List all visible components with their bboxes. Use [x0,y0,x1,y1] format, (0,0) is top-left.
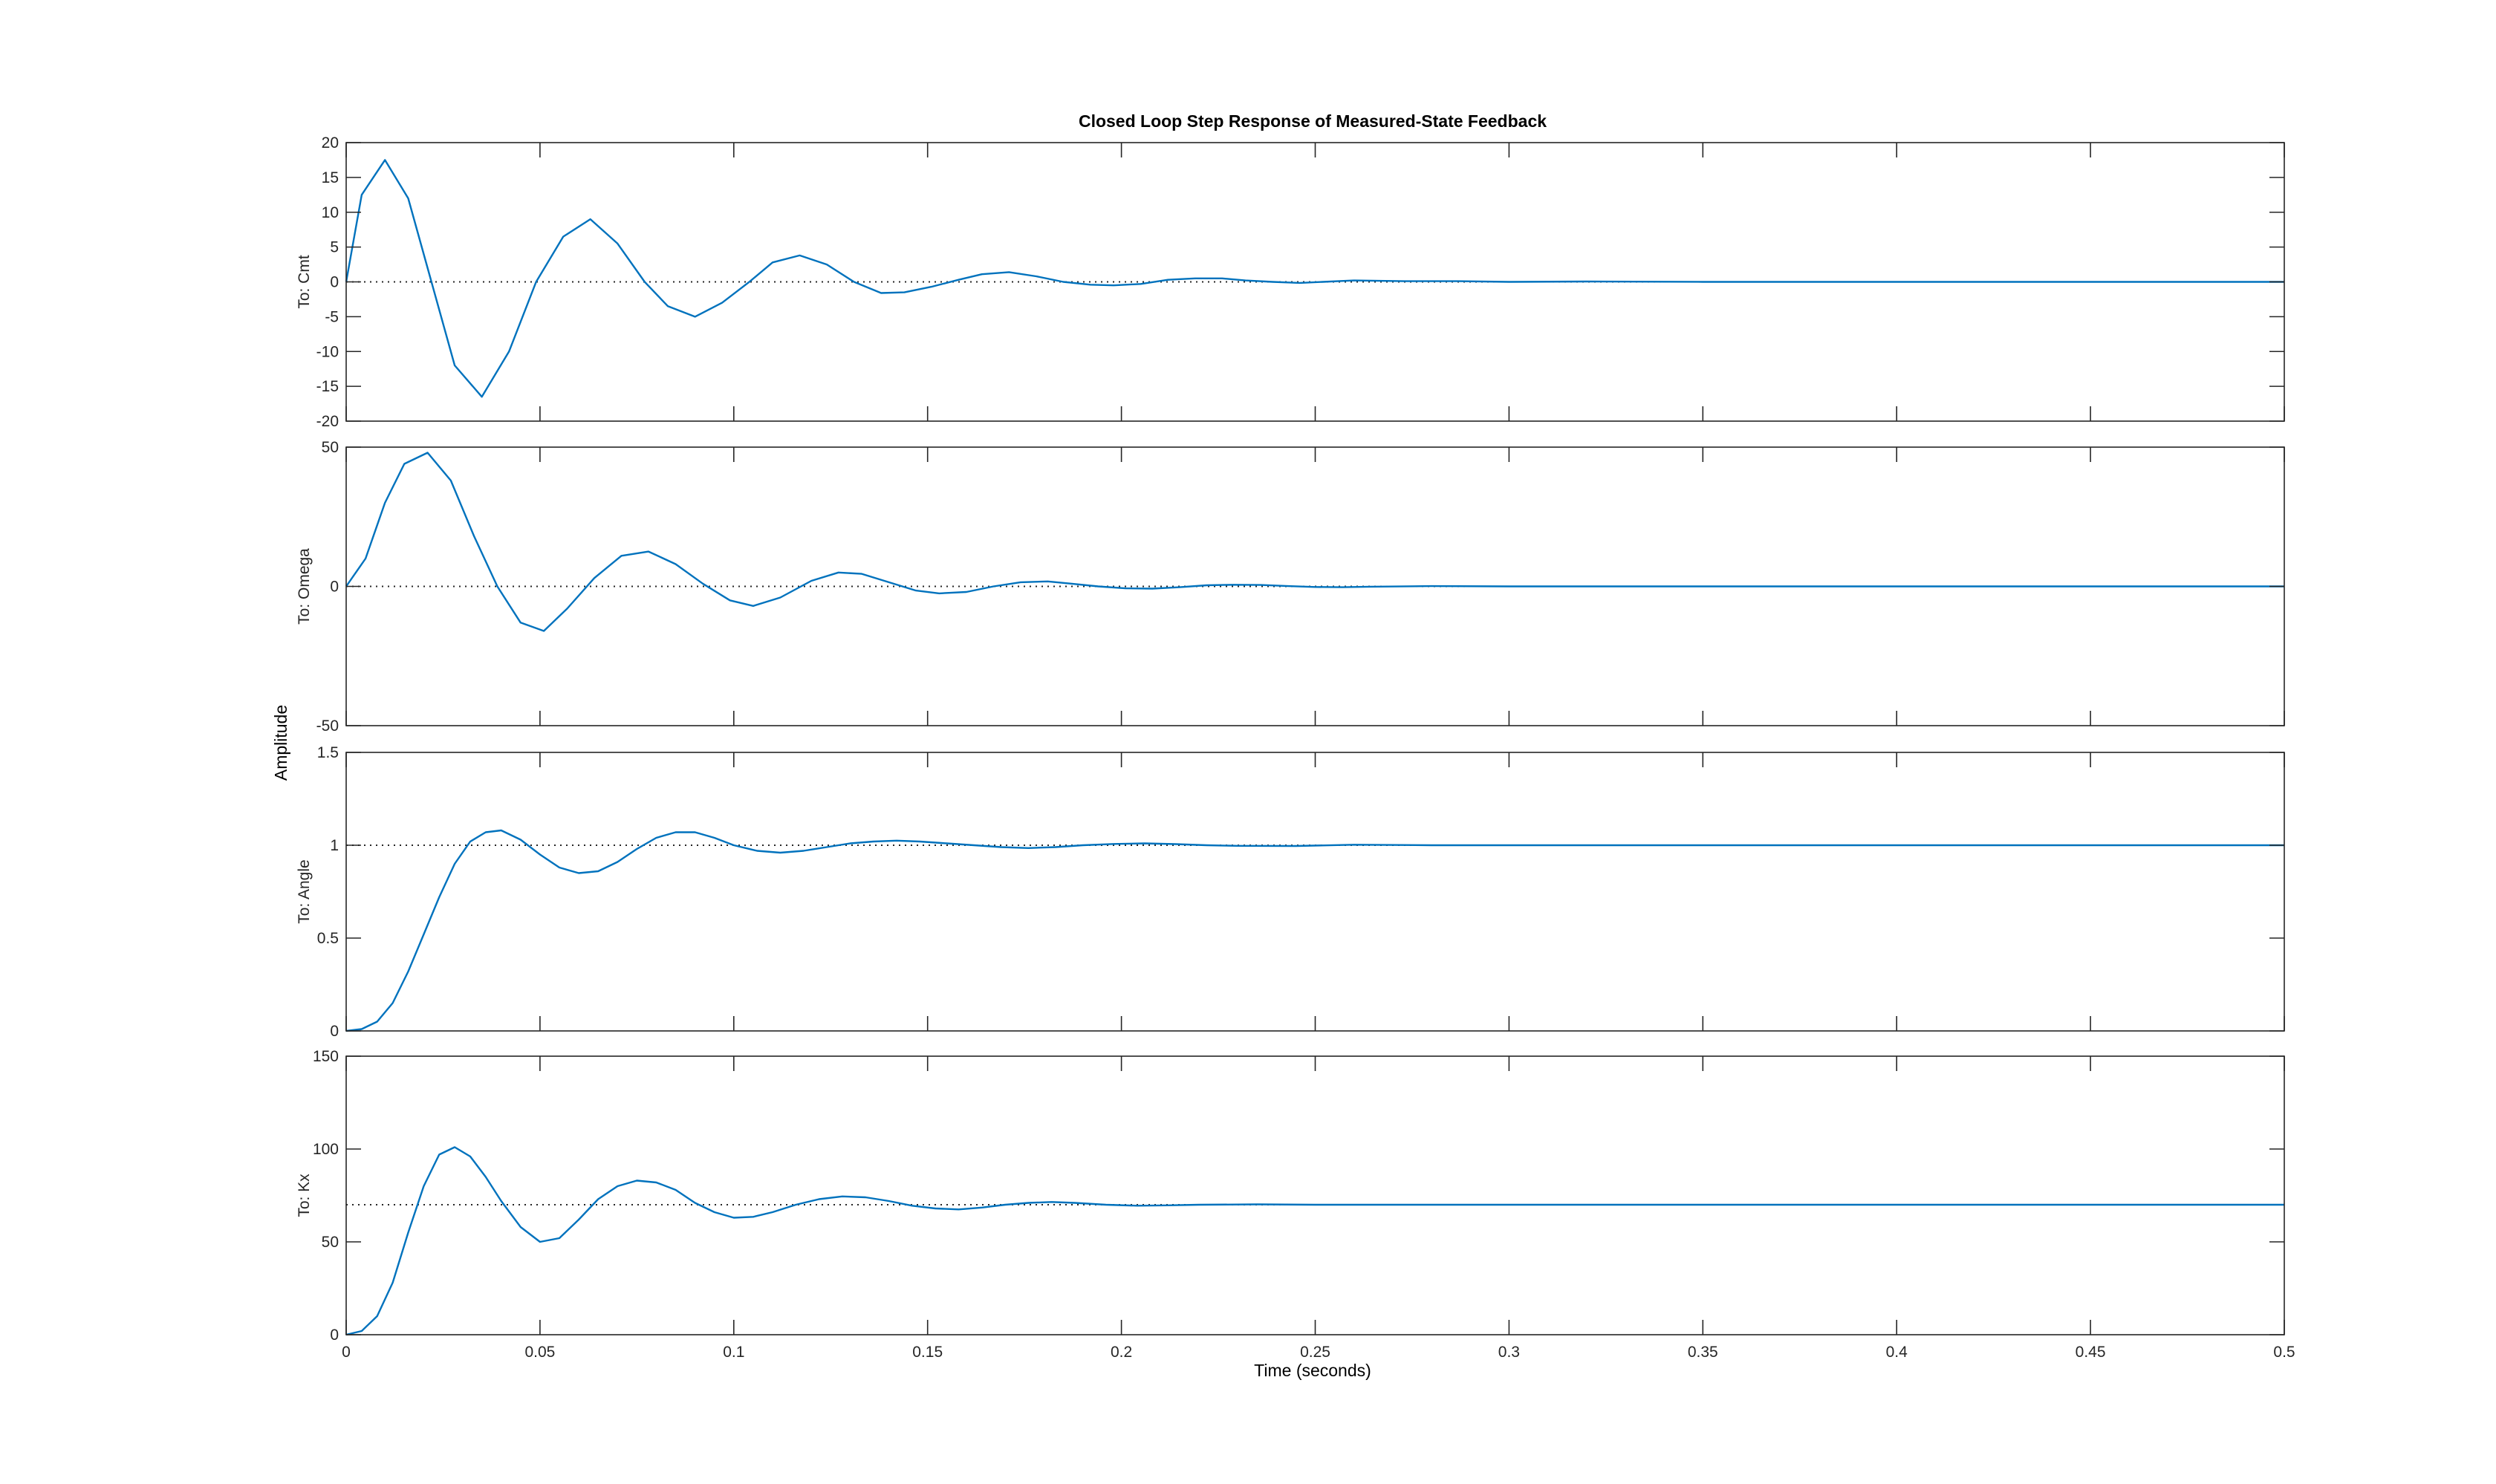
x-tick-label: 0.45 [2076,1344,2106,1361]
x-tick-label: 0.15 [912,1344,943,1361]
y-tick-label: -50 [316,717,339,735]
x-tick-label: 0.35 [1688,1344,1718,1361]
row-label: To: Omega [296,548,313,625]
x-axis-title: Time (seconds) [1254,1361,1371,1380]
y-tick-label: -15 [316,378,339,395]
y-tick-label: 1 [330,837,339,854]
y-tick-label: 0 [330,274,339,291]
x-tick-label: 0.3 [1498,1344,1520,1361]
y-tick-label: -5 [325,308,339,325]
row-label: To: Cmt [296,255,313,309]
y-tick-label: 100 [313,1141,339,1158]
y-tick-label: 10 [322,204,339,221]
y-tick-label: 15 [322,169,339,186]
y-tick-label: 0 [330,1327,339,1344]
row-label: To: Angle [296,859,313,923]
row-label: To: Kx [296,1174,313,1217]
chart-title: Closed Loop Step Response of Measured-St… [1079,111,1547,131]
x-tick-label: 0 [342,1344,351,1361]
y-tick-label: 0 [330,1023,339,1040]
subplot-1: -20 -15 -10 -5 0 5 10 15 20 To: Cmt [296,134,2285,430]
series-line [345,1146,2284,1336]
y-tick-label: 0.5 [317,930,339,947]
series-line [345,829,2284,1032]
y-axis-title: Amplitude [271,705,290,781]
y-tick-label: -20 [316,413,339,430]
series-line [345,159,2284,398]
y-tick-label: 150 [313,1048,339,1065]
subplot-2: -50 0 50 To: Omega [296,439,2285,735]
subplot-3: 0 0.5 1 1.5 To: Angle [296,744,2285,1040]
y-tick-label: 5 [330,239,339,256]
x-tick-label: 0.4 [1886,1344,1908,1361]
series-line [345,452,2284,632]
y-tick-label: 20 [322,134,339,152]
y-tick-label: 0 [330,579,339,596]
y-tick-label: -10 [316,343,339,360]
x-tick-label: 0.2 [1111,1344,1132,1361]
y-tick-label: 50 [322,439,339,456]
x-tick-label: 0.25 [1300,1344,1330,1361]
x-tick-label: 0.5 [2273,1344,2295,1361]
subplot-4: 0 50 100 150 To: Kx 0 0.05 0.1 0.15 0.2 0.25 0.3 0.3… [296,1048,2295,1361]
y-tick-label: 50 [322,1234,339,1251]
y-tick-label: 1.5 [317,744,339,761]
x-tick-label: 0.05 [524,1344,555,1361]
x-tick-label: 0.1 [723,1344,744,1361]
